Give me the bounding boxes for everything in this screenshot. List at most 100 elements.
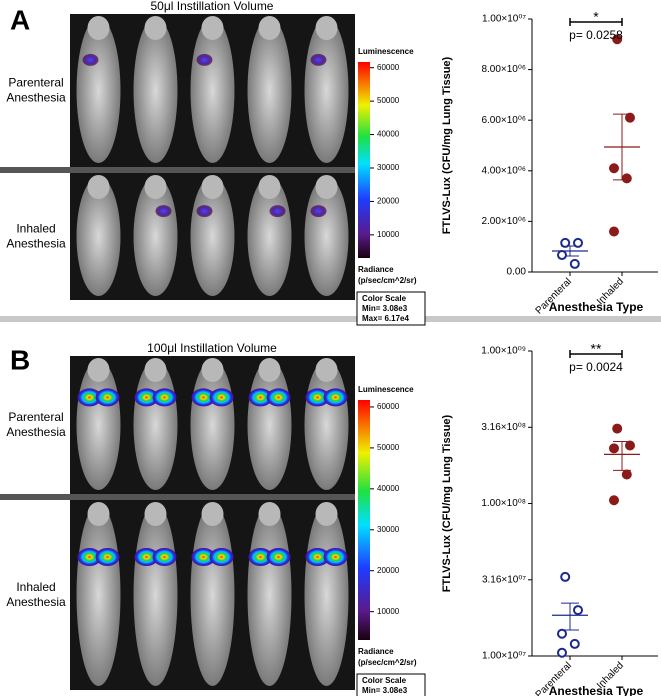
mouse bbox=[76, 504, 121, 686]
image-title: 100μl Instillation Volume bbox=[147, 341, 277, 355]
y-axis-title: FTLVS-Lux (CFU/mg Lung Tissue) bbox=[441, 414, 453, 592]
signal bbox=[248, 548, 273, 566]
image-title: 50μl Instillation Volume bbox=[151, 0, 274, 13]
y-tick-label: 3.16×10⁰⁸ bbox=[481, 422, 526, 433]
mouse-head bbox=[87, 358, 110, 382]
data-point bbox=[609, 495, 619, 506]
data-point bbox=[557, 250, 567, 261]
y-tick-label: 0.00 bbox=[507, 267, 527, 278]
color-scale-text: Min= 3.08e3 bbox=[362, 304, 408, 313]
data-point bbox=[557, 647, 567, 658]
signal bbox=[266, 388, 291, 407]
colorbar-tick-label: 60000 bbox=[377, 63, 400, 72]
signal bbox=[152, 548, 177, 566]
data-point bbox=[612, 34, 623, 45]
mouse bbox=[133, 18, 178, 163]
p-value: p= 0.0258 bbox=[569, 28, 623, 42]
y-tick-label: 1.00×10⁰⁷ bbox=[482, 14, 526, 25]
mouse-head bbox=[201, 16, 224, 40]
colorbar-tick-label: 30000 bbox=[377, 163, 400, 172]
colorbar-tick-label: 20000 bbox=[377, 197, 400, 206]
row-label: Anesthesia bbox=[6, 237, 66, 251]
color-scale-text: Max= 6.17e4 bbox=[362, 314, 409, 323]
panel-divider bbox=[0, 316, 661, 322]
signal bbox=[95, 388, 120, 407]
signal bbox=[269, 205, 286, 218]
row-label: Parenteral bbox=[8, 76, 63, 90]
data-point bbox=[621, 469, 632, 480]
mouse bbox=[247, 504, 292, 686]
mouse-head bbox=[315, 175, 338, 199]
mouse bbox=[190, 504, 235, 686]
colorbar-tick-label: 10000 bbox=[377, 230, 400, 239]
signal bbox=[209, 388, 234, 407]
colorbar-unit: (p/sec/cm^2/sr) bbox=[358, 276, 417, 285]
colorbar-title: Luminescence bbox=[358, 47, 414, 56]
colorbar-tick-label: 20000 bbox=[377, 566, 400, 575]
row-label: Anesthesia bbox=[6, 91, 66, 105]
data-point bbox=[609, 226, 619, 237]
y-tick-label: 1.00×10⁰⁸ bbox=[481, 498, 526, 509]
row-divider bbox=[0, 167, 355, 173]
signal bbox=[152, 388, 177, 407]
data-point bbox=[560, 237, 571, 248]
mouse bbox=[76, 177, 121, 296]
mouse-head bbox=[315, 16, 338, 40]
mouse-head bbox=[315, 502, 338, 526]
signal bbox=[323, 388, 348, 407]
signal bbox=[95, 548, 120, 566]
signal bbox=[209, 548, 234, 566]
data-point bbox=[609, 443, 619, 454]
mouse-head bbox=[87, 16, 110, 40]
data-point bbox=[560, 571, 571, 582]
colorbar-tick-label: 40000 bbox=[377, 130, 400, 139]
y-tick-label: 3.16×10⁰⁷ bbox=[482, 574, 526, 585]
signal bbox=[155, 205, 172, 218]
y-tick-label: 2.00×10⁰⁶ bbox=[481, 216, 526, 227]
mouse-head bbox=[144, 16, 167, 40]
signal bbox=[134, 388, 159, 407]
mouse-head bbox=[258, 502, 281, 526]
data-point bbox=[557, 628, 567, 639]
mouse bbox=[133, 504, 178, 686]
y-tick-label: 1.00×10⁰⁷ bbox=[482, 651, 526, 662]
data-point bbox=[573, 605, 583, 616]
row-label: Anesthesia bbox=[6, 425, 66, 439]
significance-stars: ** bbox=[591, 341, 602, 357]
mouse bbox=[247, 18, 292, 163]
mouse-head bbox=[87, 502, 110, 526]
colorbar-tick-label: 10000 bbox=[377, 607, 400, 616]
data-point bbox=[612, 423, 623, 434]
data-point bbox=[609, 163, 619, 174]
colorbar-tick-label: 50000 bbox=[377, 96, 400, 105]
signal bbox=[191, 388, 216, 407]
row-label: Anesthesia bbox=[6, 595, 66, 609]
y-tick-label: 4.00×10⁰⁶ bbox=[481, 165, 526, 176]
panel-label: A bbox=[10, 4, 30, 35]
signal bbox=[196, 53, 213, 66]
color-scale-text: Color Scale bbox=[362, 294, 407, 303]
signal bbox=[77, 388, 102, 407]
p-value: p= 0.0024 bbox=[569, 360, 623, 374]
row-label: Inhaled bbox=[16, 580, 55, 594]
x-axis-title: Anesthesia Type bbox=[549, 684, 644, 696]
signal bbox=[134, 548, 159, 566]
mouse-head bbox=[144, 358, 167, 382]
signal bbox=[305, 548, 330, 566]
colorbar-tick-label: 30000 bbox=[377, 525, 400, 534]
mouse-head bbox=[144, 502, 167, 526]
mouse-head bbox=[258, 358, 281, 382]
data-point bbox=[573, 237, 583, 248]
color-scale-text: Color Scale bbox=[362, 676, 407, 685]
signal bbox=[248, 388, 273, 407]
y-tick-label: 6.00×10⁰⁶ bbox=[481, 115, 526, 126]
mouse-head bbox=[258, 16, 281, 40]
signal bbox=[305, 388, 330, 407]
mouse bbox=[76, 18, 121, 163]
signal bbox=[77, 548, 102, 566]
mouse bbox=[304, 504, 349, 686]
colorbar bbox=[358, 62, 370, 258]
signal bbox=[191, 548, 216, 566]
colorbar-title: Luminescence bbox=[358, 385, 414, 394]
